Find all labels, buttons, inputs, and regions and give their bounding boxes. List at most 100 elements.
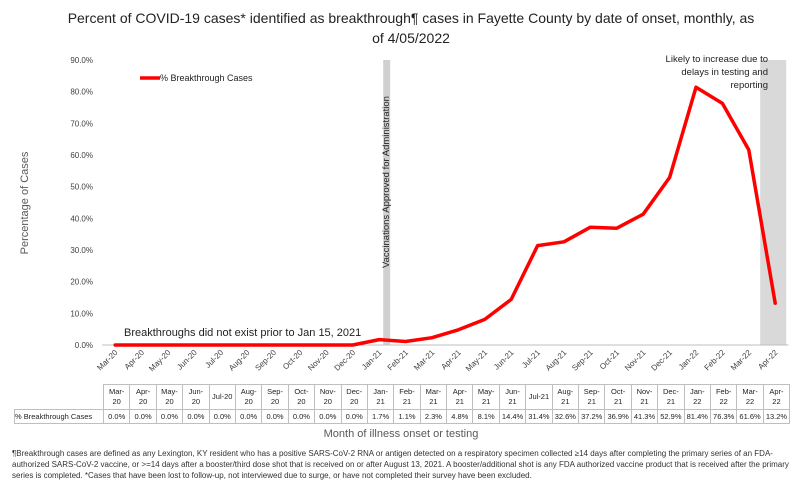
x-tick-label: Mar-22 bbox=[729, 348, 754, 373]
table-value-cell: 76.3% bbox=[709, 409, 738, 424]
table-header-cell: Dec- 20 bbox=[340, 384, 368, 410]
y-tick-label: 10.0% bbox=[70, 309, 93, 318]
x-tick-label: Jul-21 bbox=[520, 348, 542, 370]
table-value-cell: 36.9% bbox=[604, 409, 632, 424]
y-tick-label: 70.0% bbox=[70, 119, 93, 128]
data-point bbox=[721, 102, 724, 105]
vaccination-band bbox=[383, 60, 391, 345]
data-point bbox=[166, 343, 170, 347]
table-corner bbox=[15, 385, 104, 410]
table-value-cell: 37.2% bbox=[578, 409, 606, 424]
data-point bbox=[351, 343, 354, 347]
x-tick-label: Jan-22 bbox=[677, 348, 701, 372]
table-value-cell: 61.6% bbox=[736, 409, 764, 424]
table-value-cell: 0.0% bbox=[234, 409, 263, 424]
table-value-cell: 0.0% bbox=[155, 409, 184, 424]
table-header-cell: May- 20 bbox=[155, 384, 184, 410]
footnote: ¶Breakthrough cases are defined as any L… bbox=[12, 449, 789, 480]
y-tick-label: 50.0% bbox=[70, 183, 93, 192]
table-header-cell: Jan- 22 bbox=[683, 384, 711, 410]
data-point bbox=[298, 343, 302, 347]
chart-title: Percent of COVID-19 cases* identified as… bbox=[67, 10, 755, 46]
table-header-cell: Aug- 20 bbox=[234, 384, 263, 410]
data-point bbox=[272, 343, 275, 347]
incomplete-data-band bbox=[760, 60, 787, 345]
table-value-cell: 52.9% bbox=[657, 409, 685, 424]
table-value-cell: 32.6% bbox=[551, 409, 580, 424]
table-header-cell: Dec- 21 bbox=[657, 384, 685, 410]
x-tick-label: Sep-21 bbox=[570, 348, 595, 373]
table-header-cell: Apr- 21 bbox=[446, 384, 474, 410]
table-value-cell: 14.4% bbox=[498, 409, 527, 424]
x-tick-label: Nov-20 bbox=[306, 348, 331, 373]
table-header-cell: Mar- 20 bbox=[102, 384, 131, 410]
table-header-cell: Jan- 21 bbox=[366, 384, 395, 410]
table-value-cell: 0.0% bbox=[208, 409, 236, 424]
table-row-label: % Breakthrough Cases bbox=[14, 409, 104, 424]
table-value-cell: 13.2% bbox=[762, 409, 791, 424]
x-tick-label: Mar-21 bbox=[412, 348, 437, 373]
x-tick-label: Oct-20 bbox=[281, 348, 305, 372]
x-tick-label: Aug-21 bbox=[544, 348, 569, 373]
table-value-cell: 0.0% bbox=[314, 409, 342, 424]
x-tick-label: Apr-20 bbox=[123, 348, 147, 372]
legend-label: % Breakthrough Cases bbox=[160, 73, 253, 83]
data-point bbox=[325, 343, 328, 347]
data-point bbox=[694, 86, 698, 89]
table-value-cell: 0.0% bbox=[261, 409, 289, 424]
y-tick-label: 80.0% bbox=[70, 88, 93, 97]
x-tick-label: Jun-21 bbox=[492, 348, 516, 372]
x-tick-label: Feb-21 bbox=[386, 348, 411, 373]
increase-annotation-line: Likely to increase due to bbox=[666, 54, 768, 65]
data-point bbox=[562, 240, 566, 243]
line-chart: 0.0% 10.0% 20.0% 30.0% 40.0% 50.0% 60.0% 70.0% 8… bbox=[19, 54, 789, 374]
x-tick-label: Apr-22 bbox=[756, 348, 780, 372]
table-value-cell: 0.0% bbox=[129, 409, 157, 424]
x-tick-label: Jun-20 bbox=[175, 348, 199, 372]
table-header-row: Mar- 20 Apr- 20 May- 20 Jun- 20 Jul-20 Aug- 20 Sep-… bbox=[15, 384, 791, 410]
x-tick-label: Jan-21 bbox=[360, 348, 384, 372]
table-value-cell: 41.3% bbox=[630, 409, 659, 424]
data-point bbox=[747, 148, 750, 152]
table-header-cell: Jun- 20 bbox=[182, 384, 210, 410]
data-point bbox=[774, 302, 777, 305]
table-header-cell: Feb- 22 bbox=[709, 384, 738, 410]
data-point bbox=[589, 226, 592, 229]
x-tick-label: Aug-20 bbox=[227, 348, 252, 373]
data-point bbox=[510, 298, 513, 301]
x-tick-label: Jul-20 bbox=[203, 348, 225, 370]
table-header-cell: May- 21 bbox=[472, 384, 500, 410]
table-header-cell: Aug- 21 bbox=[551, 384, 580, 410]
table-value-cell: 0.0% bbox=[340, 409, 368, 424]
table-header-cell: Mar- 22 bbox=[736, 384, 764, 410]
data-point bbox=[615, 226, 618, 230]
data-point bbox=[246, 343, 249, 347]
data-point bbox=[114, 343, 117, 347]
x-axis-title: Month of illness onset or testing bbox=[323, 428, 479, 440]
data-point bbox=[404, 340, 407, 343]
table-value-cell: 1.1% bbox=[393, 409, 421, 424]
x-tick-label: May-20 bbox=[147, 348, 173, 374]
table-header-cell: Jun- 21 bbox=[498, 384, 527, 410]
x-tick-label: Nov-21 bbox=[623, 348, 648, 373]
no-breakthrough-annotation: Breakthroughs did not exist prior to Jan… bbox=[124, 327, 361, 339]
x-tick-label: Feb-22 bbox=[703, 348, 728, 373]
increase-annotation-line: reporting bbox=[731, 80, 769, 91]
table-header-cell: Jul-21 bbox=[525, 384, 553, 410]
data-point bbox=[140, 343, 143, 347]
table-header-cell: Apr- 22 bbox=[762, 384, 791, 410]
table-value-cell: 0.0% bbox=[102, 409, 131, 424]
data-table: Mar- 20 Apr- 20 May- 20 Jun- 20 Jul-20 Aug- 20 Sep-… bbox=[14, 384, 791, 424]
y-axis-title: Percentage of Cases bbox=[19, 151, 31, 254]
x-tick-label: Mar-20 bbox=[95, 348, 120, 373]
series-line bbox=[113, 85, 777, 347]
y-tick-label: 40.0% bbox=[70, 214, 93, 223]
table-header-cell: Sep- 20 bbox=[261, 384, 289, 410]
table-value-cell: 31.4% bbox=[525, 409, 553, 424]
x-tick-label: Dec-20 bbox=[333, 348, 358, 373]
y-tick-label: 20.0% bbox=[70, 278, 93, 287]
data-point bbox=[642, 213, 645, 216]
table-header-cell: Sep- 21 bbox=[578, 384, 606, 410]
table-header-cell: Oct- 21 bbox=[604, 384, 632, 410]
table-header-cell: Mar- 21 bbox=[419, 384, 448, 410]
